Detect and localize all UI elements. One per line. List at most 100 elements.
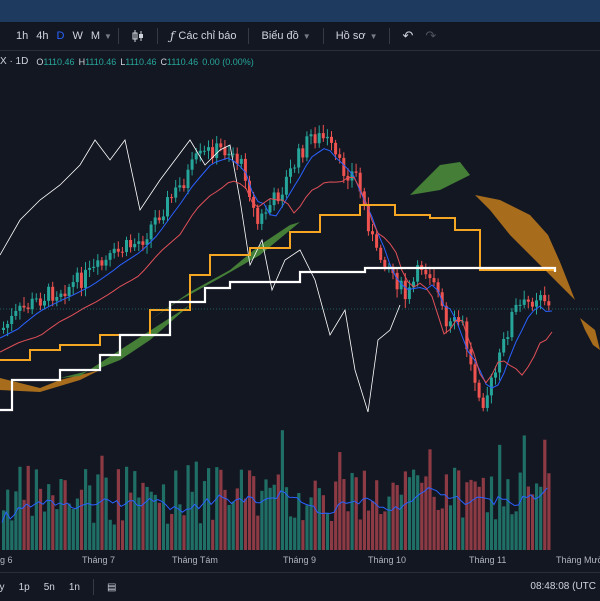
candle-body <box>125 239 128 253</box>
candle-body <box>350 171 354 181</box>
volume-bar <box>309 497 313 550</box>
volume-bar <box>190 491 194 550</box>
candle-body <box>96 260 100 267</box>
calendar-icon: ▤ <box>106 581 117 593</box>
volume-bar <box>243 498 248 550</box>
volume-bar <box>153 494 157 550</box>
volume-bar <box>383 511 387 550</box>
cloud-segment <box>150 222 300 320</box>
volume-bar <box>321 495 325 550</box>
volume-bar <box>510 514 514 550</box>
candle-body <box>51 286 55 301</box>
candle-body <box>223 147 227 156</box>
redo-icon: ↷ <box>425 28 437 43</box>
candle-body <box>432 278 436 283</box>
volume-moving-average <box>1 487 548 523</box>
timeframe-4h[interactable]: 4h <box>36 30 49 42</box>
volume-bar <box>334 481 338 550</box>
volume-bar <box>416 475 420 550</box>
candle-body <box>321 133 325 139</box>
chevron-down-icon: ▼ <box>302 31 311 41</box>
symbol-label[interactable]: X · 1D <box>0 56 29 67</box>
candle-body <box>448 321 452 327</box>
volume-bar <box>47 484 51 550</box>
x-label-4: Tháng 9 <box>283 555 317 565</box>
volume-bar <box>276 474 280 550</box>
volume-bar <box>379 514 383 550</box>
candle-body <box>182 185 186 189</box>
redo-button[interactable]: ↷ <box>419 28 442 44</box>
candle-body <box>129 239 133 248</box>
volume-bar <box>403 471 407 550</box>
volume-bar <box>63 480 67 550</box>
volume-bar <box>530 494 535 550</box>
volume-bar <box>84 469 88 550</box>
volume-bar <box>293 517 297 550</box>
volume-bar <box>338 452 342 550</box>
goto-date-button[interactable]: ▤ <box>100 582 123 593</box>
chart-layout-button[interactable]: Biểu đồ ▼ <box>255 30 316 42</box>
ohlc-legend: X · 1D O1110.46 H1110.46 L1110.46 C1110.… <box>0 56 254 67</box>
volume-bar <box>38 488 43 550</box>
volume-bar <box>330 520 334 550</box>
x-label-7: Tháng Mười <box>556 555 600 565</box>
candle-body <box>371 231 374 235</box>
candle-body <box>34 298 38 300</box>
volume-bar <box>465 482 469 550</box>
volume-bar <box>96 474 100 550</box>
candle-body <box>268 205 272 213</box>
close-key: C <box>160 56 167 67</box>
volume-bar <box>432 496 436 550</box>
candle-body <box>457 317 461 322</box>
undo-button[interactable]: ↶ <box>396 28 419 44</box>
candle-body <box>2 327 5 330</box>
volume-bar <box>178 504 182 550</box>
candle-body <box>535 300 538 307</box>
candle-body <box>547 301 551 306</box>
volume-bar <box>350 472 354 550</box>
volume-bar <box>457 470 461 550</box>
candle-body <box>75 272 79 283</box>
timeframe-1h[interactable]: 1h <box>16 30 29 42</box>
candle-body <box>428 274 432 279</box>
candle-body <box>10 315 14 325</box>
candle-body <box>313 134 317 144</box>
volume-bar <box>174 470 178 550</box>
candle-body <box>412 281 415 288</box>
profile-label: Hồ sơ <box>335 30 366 42</box>
timeframe-w[interactable]: W <box>72 30 83 42</box>
candle-body <box>526 299 530 302</box>
timeframe-chevron-down-icon[interactable]: ▼ <box>104 31 112 41</box>
function-icon: ƒ <box>169 29 175 43</box>
volume-bar <box>317 488 321 550</box>
range-1p[interactable]: 1p <box>18 581 30 593</box>
cloud-segment <box>410 162 470 195</box>
volume-bar <box>489 476 494 550</box>
range-1y[interactable]: 1y <box>0 581 5 593</box>
timeframe-d[interactable]: D <box>56 30 65 42</box>
volume-bar <box>26 465 30 550</box>
candle-body <box>6 324 10 328</box>
volume-bar <box>166 523 170 550</box>
candle-body <box>395 272 399 290</box>
open-value: 1110.46 <box>43 56 75 67</box>
range-1n[interactable]: 1n <box>68 581 80 593</box>
price-chart[interactable] <box>0 70 600 552</box>
candle-body <box>30 298 34 310</box>
indicators-button[interactable]: ƒ Các chỉ báo <box>164 29 243 43</box>
volume-bar <box>407 477 412 550</box>
candle-body <box>477 382 481 398</box>
candle-body <box>289 168 292 177</box>
divider <box>322 28 324 44</box>
time-axis[interactable]: g 6 Tháng 7 Tháng Tám Tháng 9 Tháng 10 T… <box>0 553 600 567</box>
volume-bar <box>202 481 207 550</box>
divider <box>117 28 119 44</box>
candle-style-button[interactable] <box>125 29 151 43</box>
volume-bar <box>6 489 10 550</box>
candle-body <box>330 136 333 143</box>
volume-bar <box>129 492 133 550</box>
range-5n[interactable]: 5n <box>43 581 55 593</box>
volume-bar <box>518 472 522 550</box>
profile-button[interactable]: Hồ sơ ▼ <box>330 30 384 42</box>
timeframe-m[interactable]: M <box>90 30 101 42</box>
